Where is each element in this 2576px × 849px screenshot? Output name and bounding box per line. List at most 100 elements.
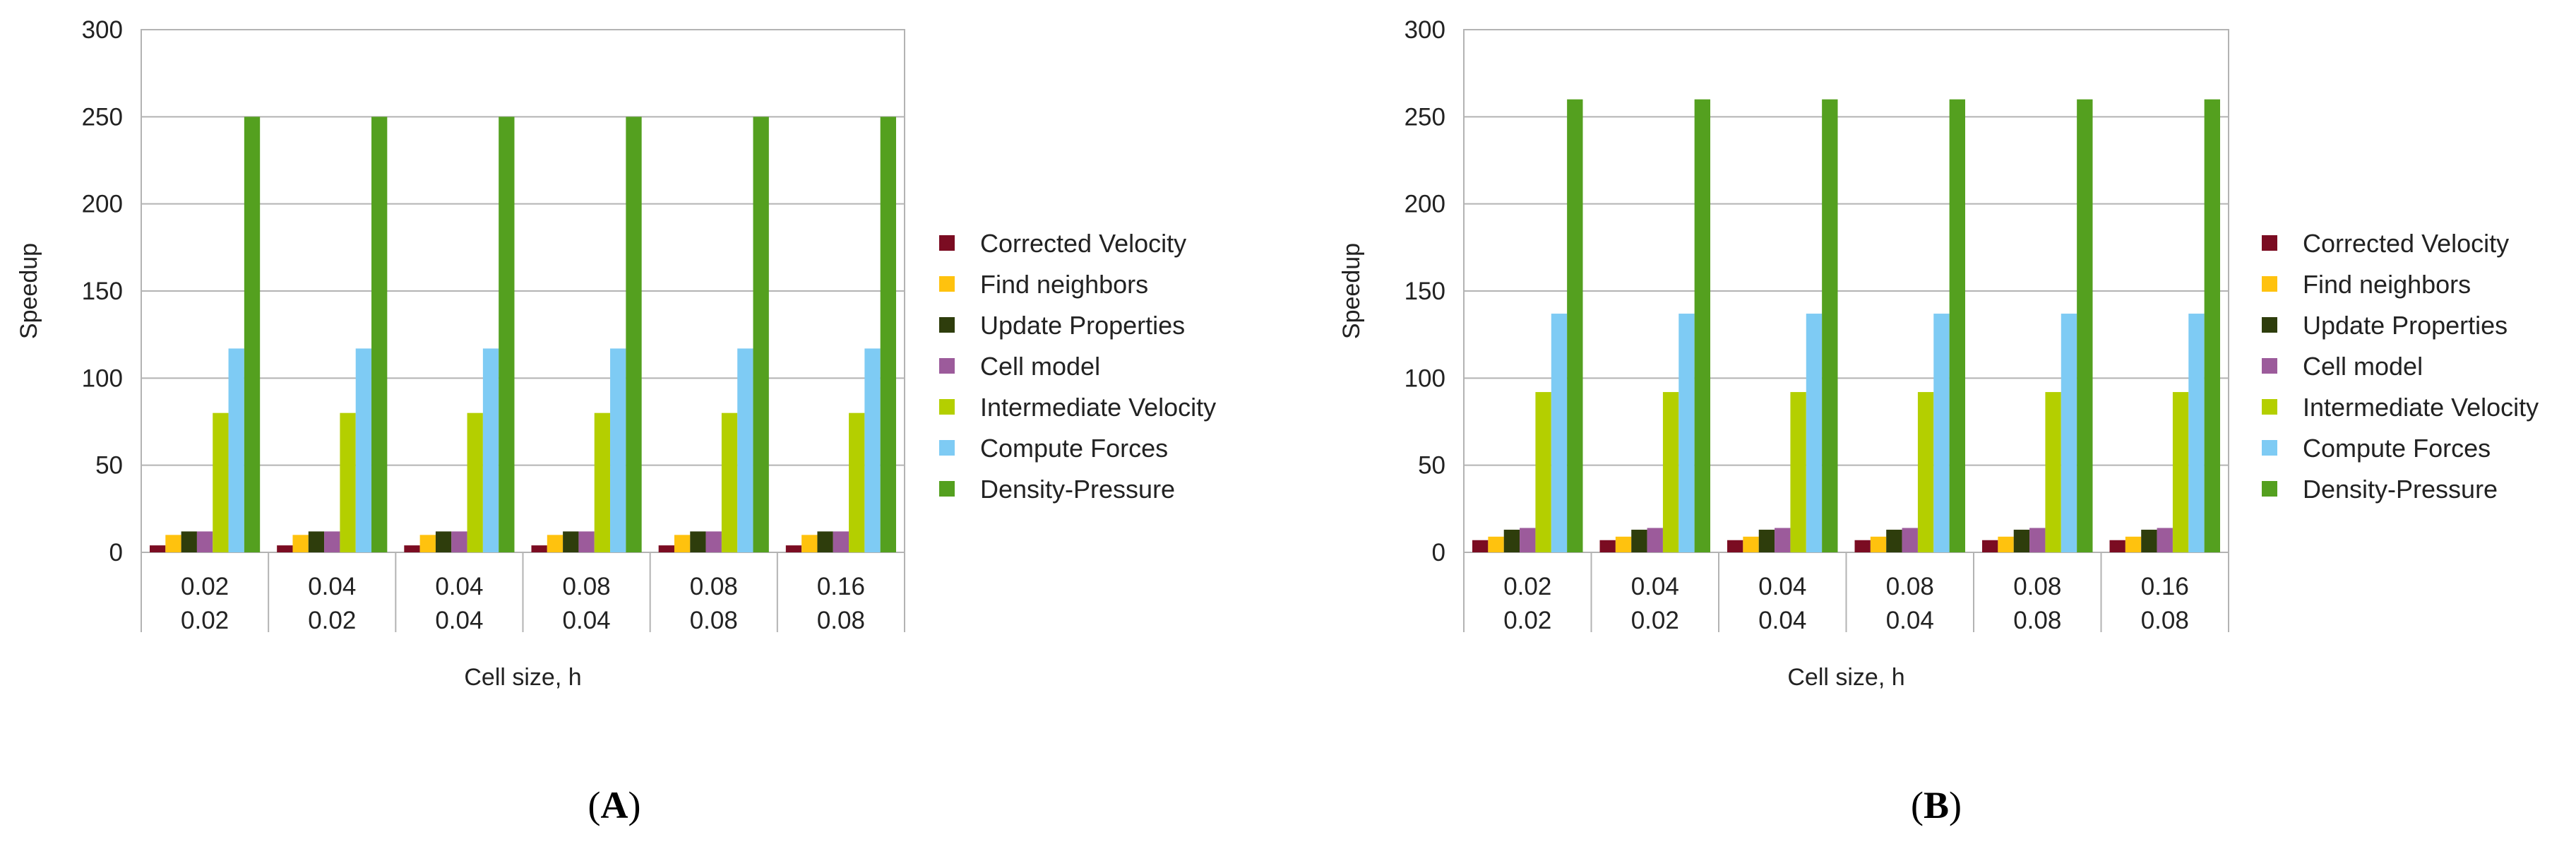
bar-corrected-velocity bbox=[1727, 540, 1743, 552]
x-tick-label: 0.08 bbox=[563, 573, 611, 600]
bar-intermediate-velocity bbox=[1662, 392, 1679, 552]
legend-label: Corrected Velocity bbox=[980, 229, 1186, 258]
legend-swatch bbox=[2262, 481, 2277, 497]
bar-corrected-velocity bbox=[277, 545, 293, 552]
y-axis-label: Speedup bbox=[1338, 243, 1365, 339]
y-tick-label: 150 bbox=[82, 278, 123, 305]
y-tick-label: 50 bbox=[1418, 452, 1445, 480]
bar-density-pressure bbox=[753, 117, 769, 553]
bar-compute-forces bbox=[1933, 314, 1950, 552]
y-tick-label: 150 bbox=[1405, 278, 1445, 305]
bar-find-neighbors bbox=[1615, 536, 1632, 552]
bar-cell-model bbox=[451, 531, 467, 552]
legend-swatch bbox=[2262, 276, 2277, 292]
legend-swatch bbox=[2262, 440, 2277, 456]
x-tick-label: 0.02 bbox=[308, 607, 356, 634]
bar-update-properties bbox=[563, 531, 579, 552]
legend-swatch bbox=[939, 481, 955, 497]
legend-label: Intermediate Velocity bbox=[980, 393, 1216, 422]
legend-swatch bbox=[939, 440, 955, 456]
bar-compute-forces bbox=[482, 348, 499, 552]
bar-cell-model bbox=[2029, 528, 2046, 552]
legend-swatch bbox=[2262, 399, 2277, 415]
x-tick-label: 0.02 bbox=[1503, 573, 1551, 600]
bar-corrected-velocity bbox=[785, 545, 802, 552]
x-tick-label: 0.02 bbox=[1503, 607, 1551, 634]
bar-intermediate-velocity bbox=[1790, 392, 1806, 552]
bar-find-neighbors bbox=[1998, 536, 2014, 552]
bar-update-properties bbox=[181, 531, 197, 552]
bar-find-neighbors bbox=[1488, 536, 1504, 552]
x-axis-label: Cell size, h bbox=[1787, 664, 1904, 691]
x-tick-label: 0.04 bbox=[308, 573, 356, 600]
x-tick-label: 0.04 bbox=[563, 607, 611, 634]
bar-cell-model bbox=[1647, 528, 1663, 552]
x-tick-label: 0.02 bbox=[1631, 607, 1679, 634]
legend-swatch bbox=[939, 235, 955, 251]
bar-compute-forces bbox=[737, 348, 753, 552]
bar-cell-model bbox=[705, 531, 722, 552]
bar-update-properties bbox=[1503, 529, 1520, 552]
bar-find-neighbors bbox=[419, 535, 436, 552]
y-tick-label: 200 bbox=[1405, 191, 1445, 218]
bar-compute-forces bbox=[1806, 314, 1823, 552]
bar-corrected-velocity bbox=[1599, 540, 1616, 552]
bar-compute-forces bbox=[864, 348, 881, 552]
bar-density-pressure bbox=[1694, 99, 1710, 552]
bar-update-properties bbox=[1758, 529, 1775, 552]
bar-density-pressure bbox=[1949, 99, 1965, 552]
bar-update-properties bbox=[435, 531, 452, 552]
bar-find-neighbors bbox=[674, 535, 691, 552]
x-tick-label: 0.08 bbox=[817, 607, 865, 634]
legend-label: Density-Pressure bbox=[2303, 475, 2498, 504]
y-tick-label: 0 bbox=[1432, 539, 1445, 566]
bar-find-neighbors bbox=[2125, 536, 2142, 552]
bar-cell-model bbox=[833, 531, 849, 552]
x-tick-label: 0.04 bbox=[1631, 573, 1679, 600]
bar-compute-forces bbox=[1551, 314, 1568, 552]
x-tick-label: 0.08 bbox=[2013, 573, 2061, 600]
bar-compute-forces bbox=[1678, 314, 1695, 552]
y-tick-label: 100 bbox=[1405, 364, 1445, 392]
bar-cell-model bbox=[578, 531, 595, 552]
bar-find-neighbors bbox=[1870, 536, 1887, 552]
x-tick-label: 0.08 bbox=[2013, 607, 2061, 634]
x-tick-label: 0.04 bbox=[1886, 607, 1934, 634]
legend-label: Update Properties bbox=[2303, 311, 2508, 340]
bar-cell-model bbox=[1520, 528, 1536, 552]
y-tick-label: 300 bbox=[82, 16, 123, 44]
legend-label: Cell model bbox=[980, 352, 1100, 381]
bar-corrected-velocity bbox=[658, 545, 674, 552]
y-tick-label: 250 bbox=[82, 103, 123, 131]
legend-label: Find neighbors bbox=[980, 270, 1148, 299]
bar-corrected-velocity bbox=[150, 545, 166, 552]
y-tick-label: 250 bbox=[1405, 103, 1445, 131]
bar-find-neighbors bbox=[547, 535, 564, 552]
x-tick-label: 0.16 bbox=[817, 573, 865, 600]
y-tick-label: 200 bbox=[82, 191, 123, 218]
x-tick-label: 0.04 bbox=[435, 573, 483, 600]
y-tick-label: 100 bbox=[82, 364, 123, 392]
x-tick-label: 0.08 bbox=[2141, 607, 2189, 634]
bar-find-neighbors bbox=[801, 535, 818, 552]
bar-intermediate-velocity bbox=[721, 412, 738, 552]
x-tick-label: 0.16 bbox=[2141, 573, 2189, 600]
legend-swatch bbox=[2262, 317, 2277, 333]
bar-intermediate-velocity bbox=[594, 412, 611, 552]
bar-intermediate-velocity bbox=[2172, 392, 2189, 552]
bar-density-pressure bbox=[2204, 99, 2220, 552]
legend: Corrected Velocity Find neighbors Update P… bbox=[2262, 229, 2539, 504]
bar-compute-forces bbox=[228, 348, 244, 552]
bar-update-properties bbox=[690, 531, 706, 552]
bar-density-pressure bbox=[499, 117, 515, 553]
y-axis-label: Speedup bbox=[16, 243, 42, 339]
bar-find-neighbors bbox=[292, 535, 309, 552]
legend-swatch bbox=[939, 399, 955, 415]
legend: Corrected Velocity Find neighbors Update P… bbox=[939, 229, 1216, 504]
legend-label: Update Properties bbox=[980, 311, 1185, 340]
bar-intermediate-velocity bbox=[213, 412, 229, 552]
bar-compute-forces bbox=[610, 348, 626, 552]
bar-find-neighbors bbox=[165, 535, 181, 552]
x-tick-label: 0.08 bbox=[690, 607, 738, 634]
